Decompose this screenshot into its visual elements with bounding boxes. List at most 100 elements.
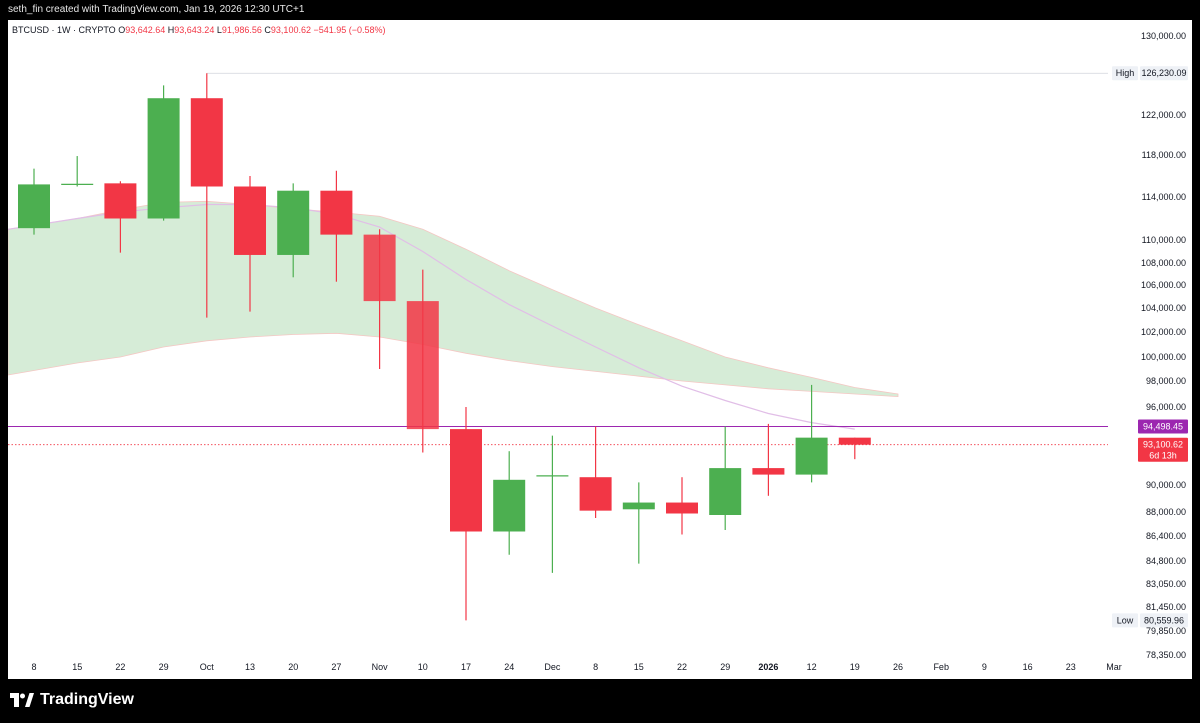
candle — [493, 451, 526, 555]
candle-body — [104, 183, 137, 219]
high-tag-label-box — [1112, 66, 1138, 81]
candlestick-chart[interactable]: 130,000.00 122,000.00 118,000.00 114,000.00… — [8, 20, 1192, 679]
candle-body — [18, 184, 50, 229]
x-tick-label: Oct — [200, 662, 215, 672]
y-tick-label: 98,000.00 — [1146, 376, 1186, 386]
candle-body — [406, 301, 439, 430]
y-tick-label: 118,000.00 — [1142, 150, 1186, 160]
x-tick-label: 17 — [461, 662, 471, 672]
candle — [61, 156, 94, 187]
open-value: 93,642.64 — [125, 25, 166, 35]
x-tick-label: 12 — [807, 662, 817, 672]
y-tick-label: 102,000.00 — [1141, 327, 1186, 337]
label-layer: High 126,230.09 Low 80,559.96 94,498.45 93,10… — [1112, 66, 1188, 628]
x-tick-label: 2026 — [758, 662, 778, 672]
low-tag-label-box — [1112, 613, 1138, 628]
y-tick-label: 106,000.00 — [1141, 280, 1186, 290]
y-tick-label: 122,000.00 — [1141, 110, 1186, 120]
y-tick-label: 96,000.00 — [1146, 402, 1186, 412]
candle-body — [190, 98, 223, 187]
x-tick-label: 29 — [159, 662, 169, 672]
x-tick-label: 19 — [850, 662, 860, 672]
candle — [666, 477, 698, 535]
close-label: C — [264, 25, 271, 35]
candle-body — [277, 190, 310, 255]
high-value: 93,643.24 — [174, 25, 215, 35]
candle — [406, 269, 439, 453]
y-tick-label: 79,850.00 — [1146, 626, 1186, 636]
open-label: O — [118, 25, 126, 35]
tradingview-logo-icon — [10, 693, 34, 707]
high-tag-label-text: High — [1116, 68, 1135, 78]
candle-body — [795, 437, 828, 475]
tradingview-logo-text: TradingView — [40, 691, 134, 708]
y-tick-label: 86,400.00 — [1146, 531, 1186, 541]
candle-body — [234, 186, 266, 255]
x-tick-label: Dec — [544, 662, 561, 672]
candle — [752, 423, 785, 496]
chart-frame[interactable]: 130,000.00 122,000.00 118,000.00 114,000.00… — [8, 20, 1192, 679]
candle-body — [493, 479, 526, 532]
low-label: L — [216, 25, 222, 35]
x-tick-label: 15 — [634, 662, 644, 672]
candle-body — [666, 502, 698, 514]
x-tick-label: 8 — [593, 662, 598, 672]
candle — [709, 426, 742, 530]
low-tag-value-box — [1140, 613, 1188, 628]
grid-layer — [8, 72, 1108, 446]
high-tag-value: 126,230.09 — [1140, 66, 1188, 81]
x-tick-label: 22 — [115, 662, 125, 672]
y-tick-label: 83,050.00 — [1146, 579, 1186, 589]
last-price-text: 93,100.62 — [1143, 440, 1183, 450]
candle-body — [147, 98, 180, 219]
low-tag-value: 80,559.96 — [1140, 613, 1188, 628]
candle — [190, 73, 223, 318]
level-price-tag-box — [1138, 419, 1188, 434]
candle-body — [838, 437, 871, 445]
x-tick-label: 13 — [245, 662, 255, 672]
candle-body — [363, 234, 396, 302]
candle — [104, 181, 137, 253]
x-tick-label: 20 — [288, 662, 298, 672]
low-tag-label: Low — [1112, 613, 1138, 628]
candle-body — [709, 468, 742, 515]
close-value: 93,100.62 — [270, 25, 311, 35]
cloud-band — [8, 200, 899, 398]
x-tick-label: 22 — [677, 662, 687, 672]
x-tick-label: Nov — [372, 662, 389, 672]
candle — [450, 407, 482, 621]
y-tick-label: 81,450.00 — [1146, 602, 1186, 612]
y-tick-label: 114,000.00 — [1142, 192, 1186, 202]
chart-caption: seth_fin created with TradingView.com, J… — [8, 4, 305, 15]
y-tick-label: 84,800.00 — [1146, 556, 1186, 566]
candle-body — [320, 190, 353, 235]
candle — [277, 183, 310, 278]
candle — [622, 482, 655, 564]
x-tick-label: 24 — [504, 662, 514, 672]
x-tick-label: 9 — [982, 662, 987, 672]
high-tag-value-box — [1140, 66, 1188, 81]
candle-body — [622, 502, 655, 510]
x-tick-label: 8 — [31, 662, 36, 672]
y-tick-label: 130,000.00 — [1141, 31, 1186, 41]
candle-body — [752, 468, 785, 475]
candle — [579, 426, 612, 518]
low-tag-value-text: 80,559.96 — [1144, 615, 1184, 625]
y-tick-label: 108,000.00 — [1141, 258, 1186, 268]
candle — [536, 435, 569, 573]
band-layer — [8, 200, 899, 398]
low-value: 91,986.56 — [221, 25, 262, 35]
level-price-tag: 94,498.45 — [1138, 419, 1188, 434]
candle — [320, 170, 353, 282]
high-tag-label: High — [1112, 66, 1138, 81]
footer: TradingView — [0, 679, 1200, 723]
candle-body — [579, 477, 612, 511]
x-tick-label: 16 — [1023, 662, 1033, 672]
x-tick-label: 26 — [893, 662, 903, 672]
tradingview-logo[interactable]: TradingView — [10, 691, 134, 709]
level-price-tag-text: 94,498.45 — [1143, 422, 1183, 432]
candle-layer — [18, 73, 871, 621]
x-tick-label: 29 — [720, 662, 730, 672]
x-tick-label: Mar — [1106, 662, 1122, 672]
